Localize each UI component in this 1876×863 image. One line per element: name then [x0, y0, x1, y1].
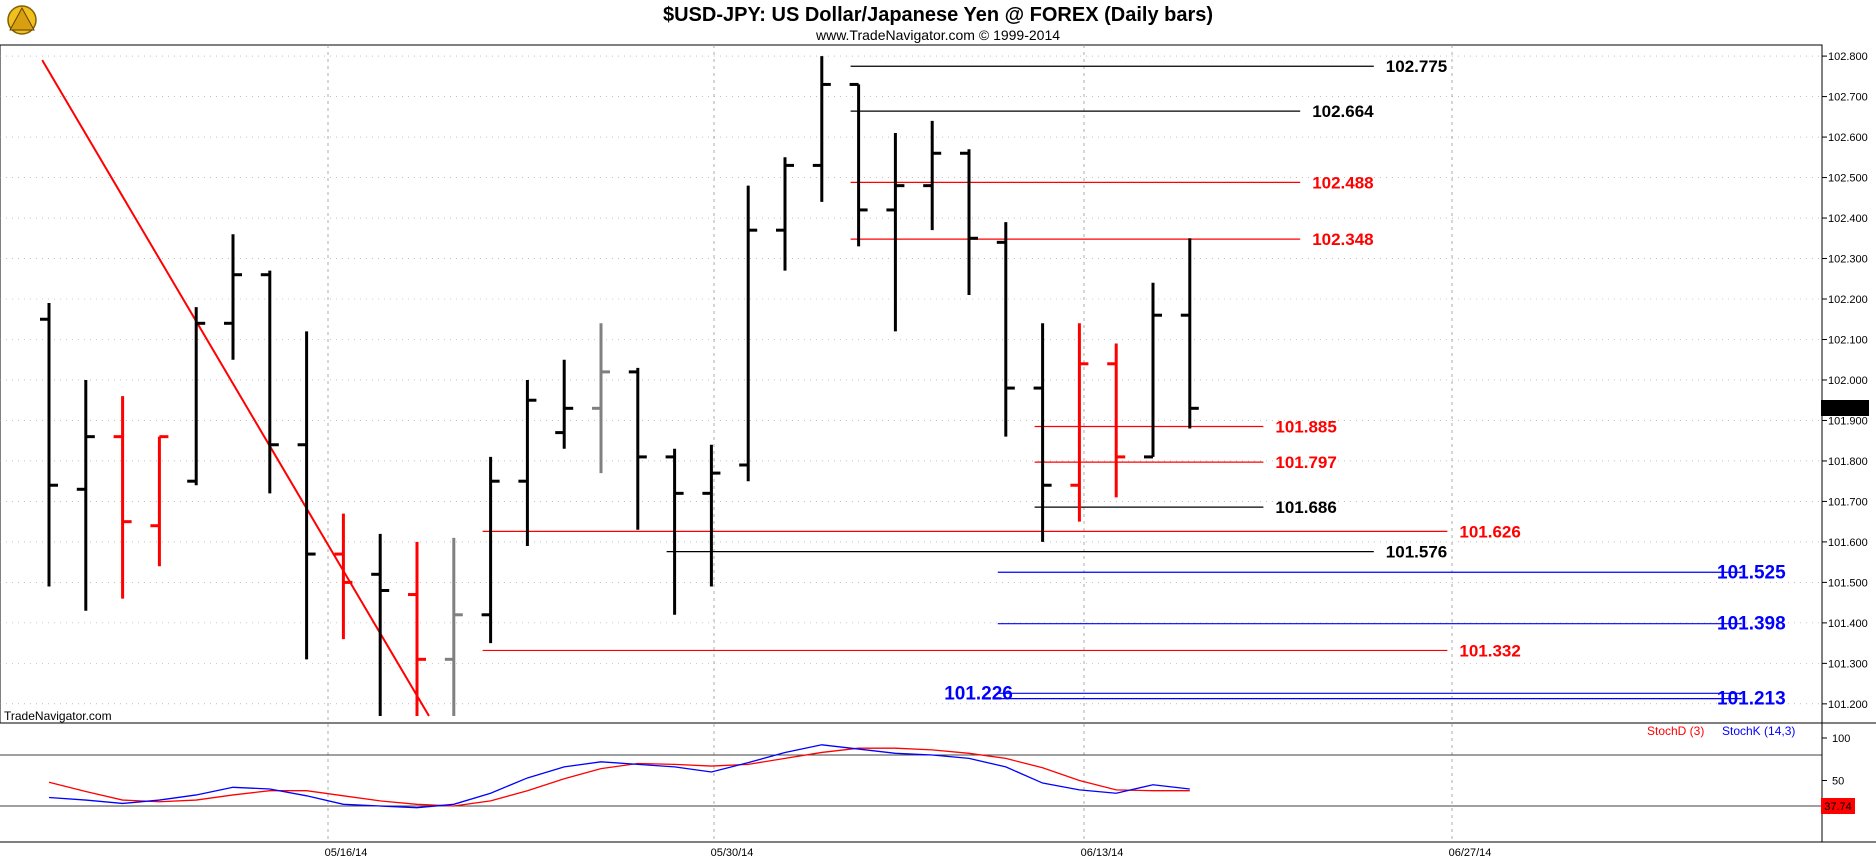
ohlc-bar: [923, 120, 942, 231]
stoch-tick-label: 50: [1832, 776, 1844, 788]
logo: [7, 5, 37, 35]
y-tick-label: 101.500: [1828, 577, 1868, 589]
x-axis: 05/16/14 05/30/14 06/13/14 06/27/14: [325, 847, 1492, 859]
y-tick-label: 101.200: [1828, 699, 1868, 711]
ohlc-bar: [776, 157, 794, 271]
y-tick-label: 102.800: [1828, 51, 1868, 63]
x-tick-label: 05/30/14: [711, 847, 754, 859]
ohlc-bar: [1180, 238, 1199, 429]
y-tick-label: 102.300: [1828, 254, 1868, 266]
ohlc-bar: [1144, 282, 1162, 459]
stoch-last-label: 37.74: [1824, 801, 1852, 813]
price-levels: 102.775 102.664 102.488 102.348 101.885 101.7…: [482, 57, 1786, 710]
grid: [0, 45, 1822, 842]
y-tick-label: 101.600: [1828, 537, 1868, 549]
price-panel-frame: [0, 44, 1823, 724]
ohlc-bar: [224, 234, 242, 360]
last-price-tag: 101.931: [1821, 400, 1869, 416]
stochastic-panel: 100 50: [0, 733, 1850, 809]
level-label: 102.664: [1312, 102, 1374, 121]
y-tick-label: 101.900: [1828, 415, 1868, 427]
trendline: [41, 59, 430, 717]
ohlc-bar: [260, 270, 279, 494]
ohlc-bar: [849, 82, 868, 247]
x-tick-label: 05/16/14: [325, 847, 368, 859]
level-label: 101.797: [1275, 453, 1336, 472]
level-label: 101.398: [1717, 614, 1786, 635]
stoch-d-legend: StochD (3): [1647, 724, 1704, 738]
ohlc-bar: [996, 222, 1015, 437]
y-tick-label: 102.000: [1828, 375, 1868, 387]
ohlc-bar: [886, 133, 905, 332]
y-tick-label: 101.400: [1828, 618, 1868, 630]
ohlc-bar: [481, 456, 500, 644]
watermark: TradeNavigator.com: [4, 709, 112, 723]
ohlc-bar: [76, 379, 95, 611]
ohlc-bar: [40, 303, 58, 587]
y-tick-label: 102.500: [1828, 173, 1868, 185]
y-tick-label: 101.800: [1828, 456, 1868, 468]
level-label: 102.488: [1312, 173, 1373, 192]
level-label: 101.686: [1275, 498, 1336, 517]
x-tick-label: 06/13/14: [1081, 847, 1124, 859]
level-label: 102.348: [1312, 230, 1373, 249]
y-tick-label: 102.200: [1828, 294, 1868, 306]
level-label: 101.885: [1275, 418, 1336, 437]
level-label: 101.332: [1459, 641, 1520, 660]
chart-title: $USD-JPY: US Dollar/Japanese Yen @ FOREX…: [663, 4, 1213, 26]
ohlc-bar: [408, 541, 426, 716]
ohlc-bar: [665, 448, 684, 615]
ohlc-bar: [592, 323, 610, 474]
stoch-last-tag: 37.74: [1821, 798, 1855, 814]
y-tick-label: 102.100: [1828, 334, 1868, 346]
ohlc-bar: [444, 537, 463, 716]
ohlc-bar: [371, 533, 390, 716]
stoch-k-legend: StochK (14,3): [1722, 724, 1795, 738]
ohlc-bar: [518, 379, 537, 546]
level-label: 101.226: [944, 683, 1013, 704]
chart-subtitle: www.TradeNavigator.com © 1999-2014: [815, 27, 1060, 43]
ohlc-bar: [960, 149, 978, 295]
y-tick-label: 101.700: [1828, 496, 1868, 508]
stoch-k-line: [48, 744, 1190, 809]
ohlc-bar: [113, 396, 132, 599]
trendline-segment: [41, 59, 430, 717]
ohlc-bar: [334, 513, 353, 640]
ohlc-bar: [1070, 323, 1089, 522]
ohlc-bar: [1033, 323, 1052, 542]
y-axis: 102.800 102.700 102.600 102.500 102.400 102.3…: [1822, 51, 1868, 711]
level-label: 101.525: [1717, 562, 1786, 583]
ohlc-bars: [40, 56, 1199, 716]
ohlc-bar: [297, 331, 316, 660]
ohlc-bar: [739, 185, 758, 482]
last-price-label: 101.931: [1825, 403, 1865, 415]
ohlc-bar: [150, 435, 169, 567]
ohlc-bar: [555, 359, 574, 449]
ohlc-bar: [1107, 343, 1126, 498]
stoch-d-line: [48, 747, 1190, 807]
y-tick-label: 102.400: [1828, 213, 1868, 225]
level-label: 101.576: [1386, 543, 1447, 562]
stoch-tick-label: 100: [1832, 733, 1850, 745]
y-tick-label: 102.700: [1828, 92, 1868, 104]
level-label: 101.213: [1717, 689, 1786, 710]
y-tick-label: 102.600: [1828, 132, 1868, 144]
ohlc-bar: [187, 307, 206, 486]
level-label: 102.775: [1386, 57, 1447, 76]
x-tick-label: 06/27/14: [1449, 847, 1492, 859]
ohlc-bar: [812, 56, 831, 202]
y-tick-label: 101.300: [1828, 658, 1868, 670]
ohlc-bar: [628, 367, 647, 530]
level-label: 101.626: [1459, 522, 1520, 541]
ohlc-bar: [702, 444, 721, 587]
